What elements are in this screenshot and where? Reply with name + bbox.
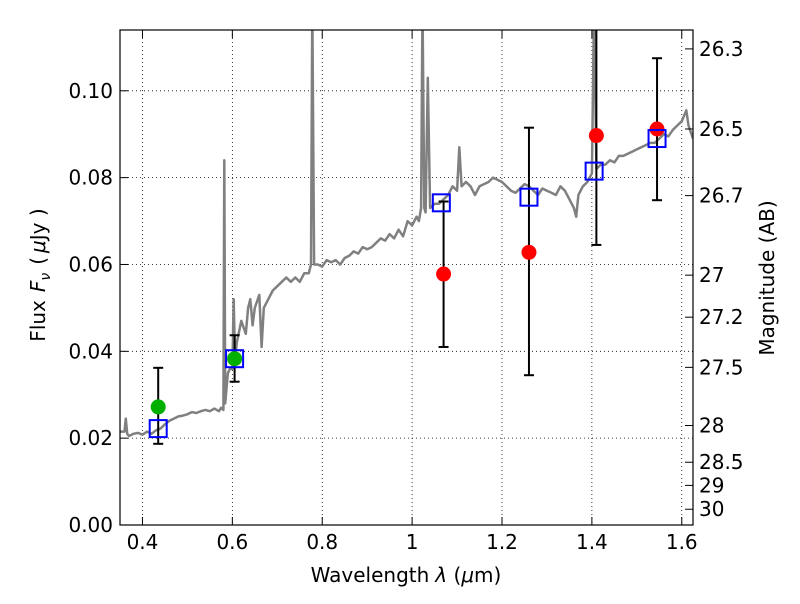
- observed-point-red: [436, 266, 452, 282]
- y-tick-label: 0.00: [68, 513, 113, 537]
- grid-lines: [120, 30, 693, 526]
- plot-data: [120, 30, 693, 445]
- observed-point-red: [521, 244, 537, 260]
- plot-frame: [119, 29, 694, 526]
- magnitude-tick-label: 26.7: [699, 184, 744, 208]
- model-photometry-square: [148, 419, 168, 439]
- magnitude-axis-label: Magnitude (AB): [755, 200, 779, 355]
- x-tick-label: 0.4: [127, 530, 159, 554]
- x-tick-label: 0.6: [216, 530, 248, 554]
- x-tick-label: 0.8: [306, 530, 338, 554]
- magnitude-tick-label: 30: [699, 497, 724, 521]
- y-tick-label: 0.06: [68, 252, 113, 276]
- x-tick-label: 1: [406, 530, 419, 554]
- model-photometry-square: [431, 193, 451, 213]
- magnitude-tick-label: 29: [699, 473, 724, 497]
- magnitude-tick-label: 26.5: [699, 117, 744, 141]
- magnitude-tick-label: 26.3: [699, 37, 744, 61]
- magnitude-tick-label: 28: [699, 414, 724, 438]
- observed-point-green: [150, 399, 166, 415]
- y-tick-label: 0.08: [68, 166, 113, 190]
- y-tick-label: 0.04: [68, 339, 113, 363]
- model-photometry-square: [584, 161, 604, 181]
- x-axis-label: Wavelength λ (μm): [311, 563, 502, 587]
- magnitude-tick-label: 28.5: [699, 450, 744, 474]
- magnitude-tick-label: 27.2: [699, 305, 744, 329]
- y-axis-label: FluxFν(μJy ): [26, 208, 54, 341]
- x-tick-label: 1.4: [576, 530, 608, 554]
- magnitude-tick-label: 27: [699, 263, 724, 287]
- y-tick-label: 0.10: [68, 79, 113, 103]
- x-tick-label: 1.6: [666, 530, 698, 554]
- model-photometry-square: [647, 129, 667, 149]
- magnitude-tick-label: 27.5: [699, 355, 744, 379]
- model-photometry-square: [519, 187, 539, 207]
- axis-ticks: 0.4 0.6 0.8 1 1.2 1.4 1.6 0.00 0.02 0.04 0.06 0.08 0…: [68, 30, 744, 554]
- y-tick-label: 0.02: [68, 426, 113, 450]
- observed-point-red: [649, 121, 665, 137]
- observed-point-red: [588, 128, 604, 144]
- model-photometry-square: [225, 349, 245, 369]
- x-tick-label: 1.2: [486, 530, 518, 554]
- observed-point-green: [227, 351, 243, 367]
